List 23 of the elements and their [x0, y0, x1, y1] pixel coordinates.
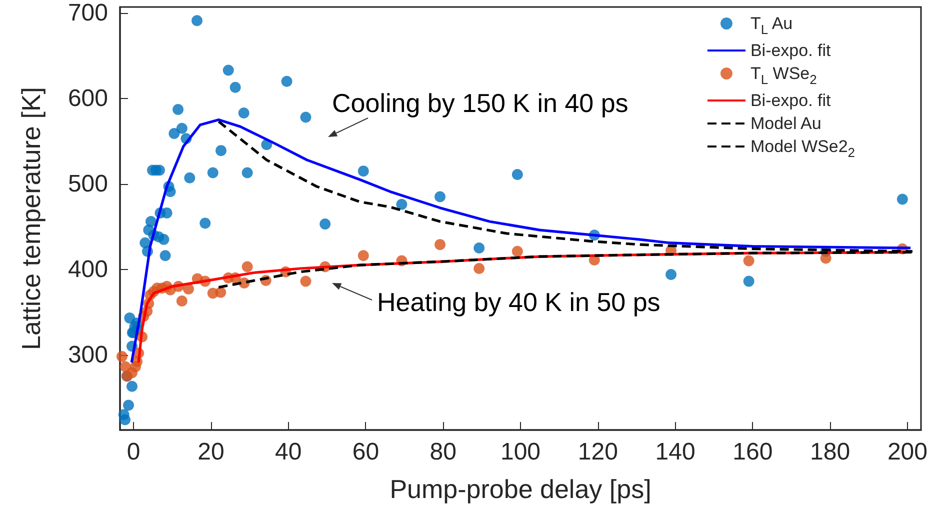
- y-tick-label: 600: [68, 84, 108, 112]
- y-tick-label: 500: [68, 170, 108, 198]
- x-tick-label: 140: [655, 438, 696, 466]
- x-tick-label: 60: [352, 438, 380, 466]
- x-tick-label: 160: [732, 438, 773, 466]
- x-tick-label: 40: [274, 438, 302, 466]
- x-tick-label: 120: [578, 438, 618, 466]
- legend-label: Bi-expo. fit: [750, 41, 832, 60]
- annotation: Heating by 40 K in 50 ps: [377, 287, 660, 317]
- x-tick-label: 180: [810, 438, 850, 466]
- annotation: Cooling by 150 K in 40 ps: [332, 88, 628, 118]
- x-tick-label: 100: [500, 438, 541, 466]
- y-tick-label: 400: [68, 256, 108, 283]
- y-tick-label: 700: [68, 0, 108, 26]
- y-tick-label: 300: [68, 341, 108, 368]
- y-axis-title: Lattice temperature [K]: [16, 86, 46, 350]
- x-tick-label: 80: [430, 438, 456, 466]
- x-tick-label: 0: [126, 438, 140, 466]
- x-tick-label: 20: [198, 438, 224, 466]
- x-tick-label: 200: [887, 438, 928, 466]
- legend-label: Bi-expo. fit: [750, 91, 832, 110]
- legend-label: Model Au: [750, 114, 822, 133]
- x-axis-title: Pump-probe delay [ps]: [390, 474, 652, 504]
